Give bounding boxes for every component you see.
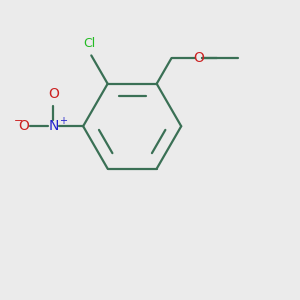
Text: O: O — [48, 87, 59, 101]
Text: N: N — [48, 119, 59, 133]
Text: −: − — [14, 116, 23, 126]
Text: O: O — [18, 119, 29, 133]
Text: O: O — [193, 51, 204, 65]
Text: Cl: Cl — [84, 37, 96, 50]
Text: +: + — [59, 116, 67, 126]
